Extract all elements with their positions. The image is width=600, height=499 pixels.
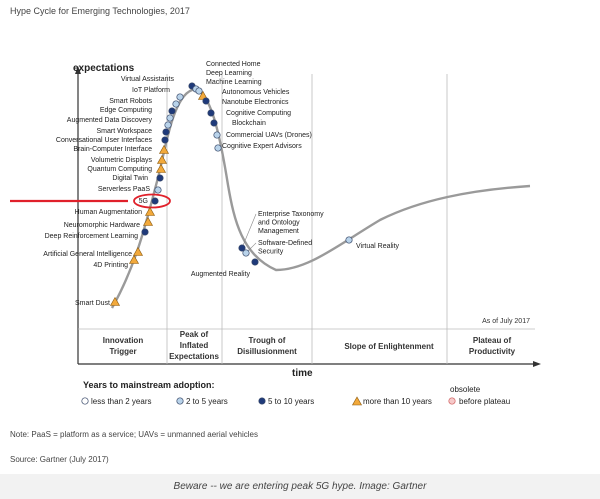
label-augmented-data-discovery: Augmented Data Discovery xyxy=(67,117,153,124)
legend-label-orange-triangle: more than 10 years xyxy=(363,397,432,406)
label-4d-printing: 4D Printing xyxy=(93,262,128,269)
label-serverless-paas: Serverless PaaS xyxy=(98,186,150,193)
marker-5g xyxy=(151,197,159,205)
label-smart-workspace: Smart Workspace xyxy=(97,128,153,135)
x-axis-arrow xyxy=(533,361,541,367)
label-human-augmentation: Human Augmentation xyxy=(75,209,142,216)
label-autonomous-vehicles: Autonomous Vehicles xyxy=(222,89,290,96)
label-nanotube-electronics: Nanotube Electronics xyxy=(222,99,289,106)
marker-digital-twin xyxy=(156,174,164,182)
y-axis-label: expectations xyxy=(73,63,135,74)
phase-label-trough: Trough of Disillusionment xyxy=(237,336,297,356)
phase-label-plateau: Plateau of Productivity xyxy=(469,336,516,356)
technology-markers: Connected Home Deep Learning Machine Learn… xyxy=(43,61,399,307)
leader-line xyxy=(241,213,257,249)
legend-label-lightblue-circle: 2 to 5 years xyxy=(186,397,228,406)
marker-neuromorphic-hardware xyxy=(142,216,154,226)
marker-iot-platform xyxy=(172,100,180,108)
legend-marker-white-circle xyxy=(81,397,89,405)
label-commercial-uavs-drones: Commercial UAVs (Drones) xyxy=(226,132,312,139)
marker-smart-workspace xyxy=(162,128,170,136)
label-neuromorphic-hardware: Neuromorphic Hardware xyxy=(64,222,140,229)
label-artificial-general-intelligence: Artificial General Intelligence xyxy=(43,251,132,258)
label-brain-computer-interface: Brain-Computer Interface xyxy=(73,146,152,153)
marker-conversational-user-interfaces xyxy=(161,136,169,144)
label-iot-platform: IoT Platform xyxy=(132,87,170,94)
marker-quantum-computing xyxy=(155,163,167,173)
y-axis-arrow xyxy=(75,66,81,74)
footnote: Note: PaaS = platform as a service; UAVs… xyxy=(10,430,258,439)
label-digital-twin: Digital Twin xyxy=(112,175,148,182)
label-volumetric-displays: Volumetric Displays xyxy=(91,157,153,164)
marker-human-augmentation xyxy=(144,206,156,216)
label-virtual-reality: Virtual Reality xyxy=(356,243,400,250)
label-deep-reinforcement-learning: Deep Reinforcement Learning xyxy=(45,233,138,240)
hype-curve xyxy=(110,88,531,309)
label-augmented-reality: Augmented Reality xyxy=(191,271,251,278)
label-deep-learning: Deep Learning xyxy=(206,70,252,77)
image-caption: Beware -- we are entering peak 5G hype. … xyxy=(0,474,600,499)
marker-nanotube-electronics xyxy=(202,97,210,105)
marker-enterprise-taxonomy-and-ontology-management xyxy=(238,244,246,252)
legend-label-white-circle: less than 2 years xyxy=(91,397,151,406)
marker-augmented-reality xyxy=(251,258,259,266)
marker-machine-learning xyxy=(195,87,203,95)
source-line: Source: Gartner (July 2017) xyxy=(10,455,109,464)
marker-edge-computing xyxy=(166,114,174,122)
phase-label-peak: Peak of Inflated Expectations xyxy=(169,330,219,361)
marker-smart-robots xyxy=(168,107,176,115)
marker-commercial-uavs-drones xyxy=(213,131,221,139)
label-enterprise-taxonomy-and-ontology-management: Enterprise Taxonomy and Ontology Managemen… xyxy=(258,211,324,235)
label-smart-robots: Smart Robots xyxy=(109,98,152,105)
label-quantum-computing: Quantum Computing xyxy=(87,166,152,173)
phase-label-innovation-trigger: Innovation Trigger xyxy=(103,336,144,356)
highlight-circle-5g xyxy=(133,193,171,209)
marker-virtual-reality xyxy=(345,236,353,244)
legend-marker-obsolete-circle xyxy=(448,397,456,405)
label-smart-dust: Smart Dust xyxy=(75,300,110,307)
x-axis-label: time xyxy=(292,368,313,379)
marker-virtual-assistants xyxy=(176,93,184,101)
legend-marker-lightblue-circle xyxy=(176,397,184,405)
marker-4d-printing xyxy=(128,254,140,264)
marker-deep-reinforcement-learning xyxy=(141,228,149,236)
label-conversational-user-interfaces: Conversational User Interfaces xyxy=(56,137,153,144)
label-cognitive-expert-advisors: Cognitive Expert Advisors xyxy=(222,143,302,150)
legend-marker-orange-triangle xyxy=(351,396,363,406)
label-software-defined-security: Software-Defined Security xyxy=(258,240,312,256)
label-5g: 5G xyxy=(139,198,148,205)
legend-label-darkblue-circle: 5 to 10 years xyxy=(268,397,314,406)
phase-label-slope: Slope of Enlightenment xyxy=(344,342,434,351)
label-cognitive-computing: Cognitive Computing xyxy=(226,110,291,117)
marker-artificial-general-intelligence xyxy=(132,246,144,256)
marker-software-defined-security xyxy=(242,249,250,257)
label-virtual-assistants: Virtual Assistants xyxy=(121,76,175,83)
marker-volumetric-displays xyxy=(156,154,168,164)
legend-marker-darkblue-circle xyxy=(258,397,266,405)
label-machine-learning: Machine Learning xyxy=(206,79,262,86)
legend-label-obsolete-circle: obsolete before plateau xyxy=(450,385,510,406)
legend: less than 2 years 2 to 5 years 5 to 10 yea… xyxy=(81,385,510,406)
chart-title: Hype Cycle for Emerging Technologies, 20… xyxy=(10,6,190,16)
marker-smart-dust xyxy=(109,296,121,306)
as-of-label: As of July 2017 xyxy=(482,318,530,325)
label-connected-home: Connected Home xyxy=(206,61,261,68)
marker-serverless-paas xyxy=(154,186,162,194)
marker-blockchain xyxy=(210,119,218,127)
marker-augmented-data-discovery xyxy=(164,121,172,129)
marker-cognitive-expert-advisors xyxy=(214,144,222,152)
legend-title: Years to mainstream adoption: xyxy=(83,380,215,390)
marker-cognitive-computing xyxy=(207,109,215,117)
marker-brain-computer-interface xyxy=(158,144,170,154)
label-edge-computing: Edge Computing xyxy=(100,107,152,114)
label-blockchain: Blockchain xyxy=(232,120,266,127)
